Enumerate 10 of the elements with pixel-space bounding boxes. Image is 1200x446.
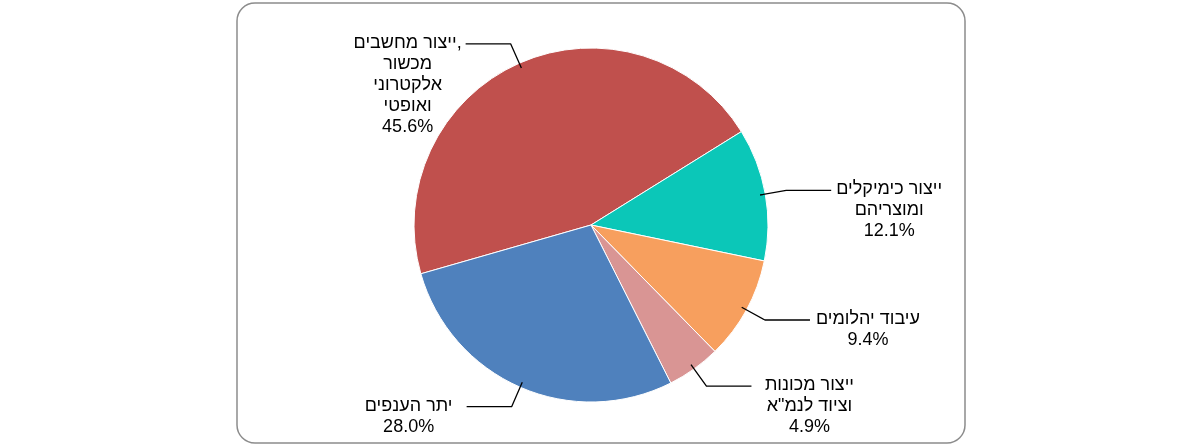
slice-label: ייצור כימיקלים ומוצריהם <box>836 178 943 220</box>
data-label: 9.4% <box>847 329 889 350</box>
slice-label: עיבוד יהלומים <box>815 308 921 329</box>
data-label: 4.9% <box>788 416 830 437</box>
data-label: 12.1% <box>863 220 915 241</box>
slice-label: יתר הענפים <box>364 394 453 415</box>
slice-label: ייצור מחשבים, מכשור אלקטרוני ואופטי <box>353 31 462 115</box>
data-label: 45.6% <box>382 115 434 136</box>
slice-label: ייצור מכונות וציוד לנמ"א <box>764 374 854 416</box>
data-label: 28.0% <box>383 415 435 436</box>
